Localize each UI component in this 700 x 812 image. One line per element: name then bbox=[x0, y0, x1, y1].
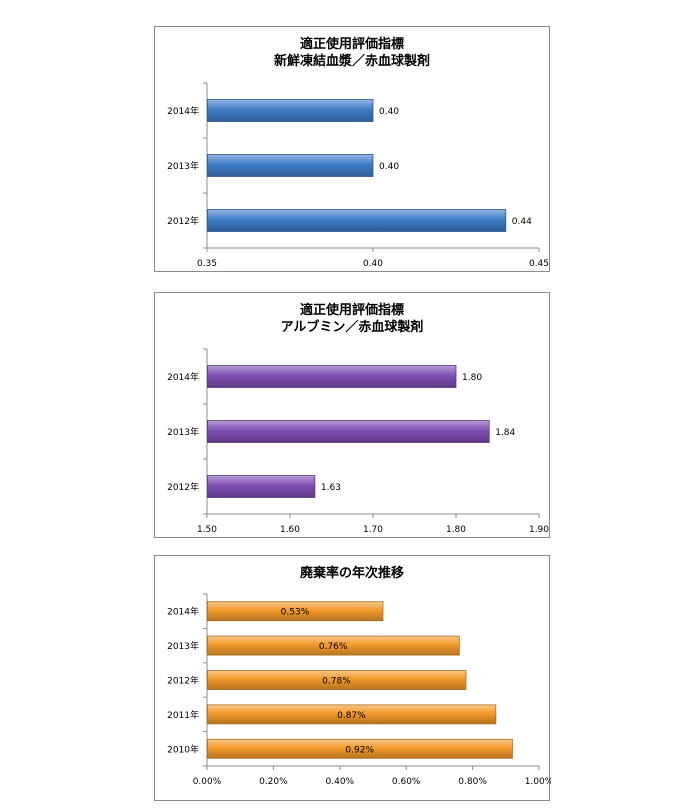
x-tick-label: 0.00% bbox=[193, 777, 222, 787]
chart-title: 適正使用評価指標 bbox=[299, 37, 404, 52]
chart-plot-3: 0.00% 0.20% 0.40% 0.60% 0.80% 1.00% 2014年 0.53%… bbox=[167, 593, 551, 787]
x-tick-label: 1.50 bbox=[197, 525, 217, 535]
y-tick-label: 2013年 bbox=[167, 160, 199, 172]
bar bbox=[207, 704, 497, 725]
y-tick-label: 2013年 bbox=[167, 426, 199, 438]
x-tick-label: 0.40% bbox=[326, 777, 355, 787]
y-tick-label: 2013年 bbox=[167, 640, 199, 652]
chart-plot-1: 0.35 0.40 0.45 2014年 0.40 2013年 0.40 2012年 0.44 bbox=[167, 82, 549, 269]
bar bbox=[207, 154, 374, 177]
bar bbox=[207, 99, 374, 122]
data-label: 1.84 bbox=[495, 428, 515, 438]
bar bbox=[207, 738, 513, 759]
chart-subtitle: アルブミン／赤血球製剤 bbox=[280, 320, 424, 335]
chart-panel-albumin-rbc: 適正使用評価指標 アルブミン／赤血球製剤 1.50 1.60 1.70 1.80 1.9… bbox=[154, 292, 550, 538]
x-tick-label: 1.00% bbox=[525, 777, 551, 787]
chart-title-1: 適正使用評価指標 新鮮凍結血漿／赤血球製剤 bbox=[155, 36, 549, 70]
y-tick-label: 2012年 bbox=[167, 215, 199, 227]
data-label: 0.40 bbox=[379, 162, 399, 172]
x-tick-label: 0.80% bbox=[458, 777, 487, 787]
x-tick-label: 0.35 bbox=[197, 259, 217, 269]
data-label: 1.63 bbox=[321, 483, 341, 493]
chart-title-2: 適正使用評価指標 アルブミン／赤血球製剤 bbox=[155, 302, 549, 336]
chart-panel-ffp-rbc: 適正使用評価指標 新鮮凍結血漿／赤血球製剤 0.35 0.40 0.45 2014年 0… bbox=[154, 26, 550, 272]
y-tick-label: 2011年 bbox=[167, 709, 199, 721]
data-label: 0.44 bbox=[512, 217, 532, 227]
data-label: 0.76% bbox=[319, 642, 348, 652]
bar bbox=[207, 365, 457, 388]
x-tick-label: 0.40 bbox=[363, 259, 383, 269]
chart-title: 廃棄率の年次推移 bbox=[299, 566, 404, 581]
x-tick-label: 1.70 bbox=[363, 525, 383, 535]
chart-subtitle: 新鮮凍結血漿／赤血球製剤 bbox=[273, 54, 430, 69]
data-label: 0.78% bbox=[322, 677, 351, 687]
bar bbox=[207, 670, 467, 690]
y-tick-label: 2014年 bbox=[167, 371, 199, 383]
data-label: 0.40 bbox=[379, 107, 399, 117]
data-label: 0.53% bbox=[281, 608, 310, 618]
chart-panel-discard-rate: 廃棄率の年次推移 0.00% 0.20% 0.40% 0.60% 0.80% 1.00% 2… bbox=[154, 555, 551, 801]
chart-plot-2: 1.50 1.60 1.70 1.80 1.90 2014年 1.80 2013年 1.84 20… bbox=[167, 348, 549, 535]
bar bbox=[207, 475, 316, 498]
x-tick-label: 0.45 bbox=[529, 259, 549, 269]
bar bbox=[207, 601, 384, 622]
data-label: 0.87% bbox=[337, 711, 366, 721]
y-tick-label: 2012年 bbox=[167, 675, 199, 687]
data-label: 0.92% bbox=[345, 745, 374, 755]
bar bbox=[207, 420, 490, 443]
chart-title-3: 廃棄率の年次推移 bbox=[155, 565, 549, 582]
y-tick-label: 2014年 bbox=[167, 105, 199, 117]
y-tick-label: 2012年 bbox=[167, 481, 199, 493]
x-tick-label: 0.60% bbox=[392, 777, 421, 787]
bar bbox=[207, 209, 507, 232]
x-tick-label: 1.60 bbox=[280, 525, 300, 535]
y-tick-label: 2010年 bbox=[167, 743, 199, 755]
x-tick-label: 0.20% bbox=[259, 777, 288, 787]
y-tick-label: 2014年 bbox=[167, 606, 199, 618]
chart-title: 適正使用評価指標 bbox=[299, 303, 404, 318]
bar bbox=[207, 635, 460, 656]
x-tick-label: 1.80 bbox=[446, 525, 466, 535]
data-label: 1.80 bbox=[462, 373, 482, 383]
x-tick-label: 1.90 bbox=[529, 525, 549, 535]
